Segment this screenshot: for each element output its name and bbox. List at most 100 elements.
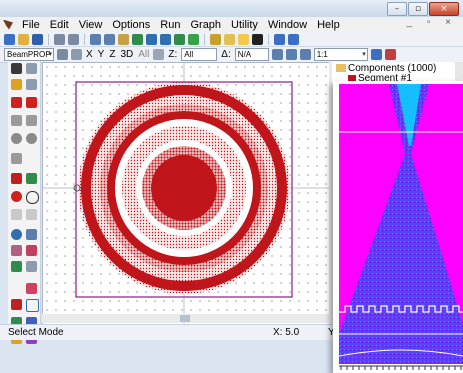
app-icon[interactable]: [3, 19, 13, 30]
redo-icon[interactable]: [68, 33, 79, 45]
3d-view-icon[interactable]: [57, 49, 68, 60]
distribute-icon[interactable]: [174, 33, 185, 45]
globe-icon[interactable]: [11, 229, 22, 240]
fill-icon[interactable]: [11, 173, 22, 184]
menu-options[interactable]: Options: [112, 18, 151, 31]
zoom-select-value: 1:1: [316, 50, 328, 59]
3d-view-button[interactable]: 3D: [120, 49, 134, 60]
polygon-icon[interactable]: [11, 153, 22, 164]
delta-field[interactable]: N/A: [234, 48, 269, 61]
port-marker[interactable]: [73, 184, 81, 192]
program-select[interactable]: BeamPROP ▾: [4, 48, 54, 61]
arrange-icon[interactable]: [146, 33, 157, 45]
menu-file[interactable]: File: [22, 18, 40, 31]
menu-run[interactable]: Run: [160, 18, 181, 31]
dual-icon[interactable]: [26, 317, 37, 328]
beam-spread: [339, 84, 463, 364]
menu-window[interactable]: Window: [267, 18, 308, 31]
layout-icon[interactable]: [188, 33, 199, 45]
arc-icon[interactable]: [11, 115, 22, 126]
component-tree: Components (1000) Segment #1: [332, 62, 463, 84]
field-plot: [339, 84, 463, 364]
x-view-button[interactable]: X: [86, 49, 93, 60]
menu-utility[interactable]: Utility: [231, 18, 258, 31]
save-icon[interactable]: [32, 33, 43, 45]
taper-icon[interactable]: [26, 97, 37, 108]
paste-icon[interactable]: [118, 33, 129, 45]
layout-view-icon[interactable]: [71, 49, 82, 60]
group-icon[interactable]: [132, 33, 143, 45]
branch-icon[interactable]: [26, 261, 37, 272]
axis-ticks: [340, 366, 462, 370]
menu-help[interactable]: Help: [317, 18, 340, 31]
tree-child-item[interactable]: Segment #1: [348, 73, 412, 84]
open-folder-icon[interactable]: [18, 33, 29, 45]
menu-view[interactable]: View: [78, 18, 103, 31]
undo-icon[interactable]: [54, 33, 65, 45]
toolbar-separator: [48, 33, 49, 45]
document-icon[interactable]: [26, 229, 37, 240]
label-tool-icon[interactable]: [26, 209, 37, 220]
tool-icon[interactable]: [210, 33, 221, 45]
chart-icon[interactable]: [224, 33, 235, 45]
z-view-button[interactable]: Z: [109, 49, 116, 60]
text-tool-icon[interactable]: [11, 209, 22, 220]
tree-root-item[interactable]: Components (1000): [336, 63, 436, 74]
ellipse-icon[interactable]: [11, 133, 22, 144]
horizontal-scrollbar[interactable]: [42, 314, 332, 323]
result-axis: [339, 365, 463, 370]
zoom-in-icon[interactable]: [285, 49, 297, 60]
layers-icon[interactable]: [26, 245, 37, 256]
zoom-select[interactable]: 1:1 ▾: [313, 48, 368, 61]
folder-icon[interactable]: [238, 33, 249, 45]
align-icon[interactable]: [160, 33, 171, 45]
minimize-button[interactable]: –: [387, 2, 407, 16]
zoom-tool-icon[interactable]: [26, 63, 37, 74]
tree-scrollbar[interactable]: [455, 62, 463, 84]
lens-surface: [339, 349, 463, 357]
toolbar-separator: [84, 33, 85, 45]
refresh-icon[interactable]: [370, 49, 382, 60]
select-arrow-icon[interactable]: [11, 63, 22, 74]
simulate-alt-icon[interactable]: [288, 33, 299, 45]
x-tool-icon[interactable]: [11, 299, 22, 310]
circle-outline-icon[interactable]: [26, 191, 39, 204]
all-button[interactable]: All: [138, 49, 150, 60]
launch-icon[interactable]: [26, 283, 37, 294]
close-button[interactable]: ×: [429, 2, 459, 16]
chevron-down-icon: ▾: [48, 51, 52, 58]
mdi-controls[interactable]: _ ▫ ×: [406, 17, 457, 28]
monitor-icon[interactable]: [11, 261, 22, 272]
simulate-icon[interactable]: [274, 33, 285, 45]
zoom-out-icon[interactable]: [299, 49, 311, 60]
zoom-fit-icon[interactable]: [271, 49, 283, 60]
z-field[interactable]: All: [181, 48, 218, 61]
box-tool-icon[interactable]: [26, 299, 39, 312]
maximize-button[interactable]: ▫: [408, 2, 428, 16]
line-segment-icon[interactable]: [11, 97, 22, 108]
pattern-icon[interactable]: [11, 245, 22, 256]
design-boundary[interactable]: [75, 81, 293, 298]
program-select-value: BeamPROP: [7, 50, 51, 59]
menu-edit[interactable]: Edit: [49, 18, 69, 31]
simulation-result-window[interactable]: [333, 81, 463, 373]
sphere-icon[interactable]: [26, 133, 37, 144]
grid-icon[interactable]: [26, 173, 37, 184]
tree-child-label: Segment #1: [358, 73, 412, 84]
pan-hand-icon[interactable]: [26, 79, 37, 90]
z-label: Z:: [168, 49, 178, 60]
console-icon[interactable]: [252, 33, 263, 45]
scroll-thumb[interactable]: [180, 315, 190, 322]
title-bar[interactable]: – ▫ ×: [0, 0, 463, 18]
settings-icon[interactable]: [384, 49, 396, 60]
new-file-icon[interactable]: [4, 33, 15, 45]
copy-icon[interactable]: [104, 33, 115, 45]
cut-icon[interactable]: [90, 33, 101, 45]
menu-graph[interactable]: Graph: [190, 18, 222, 31]
design-canvas[interactable]: z x: [42, 62, 332, 327]
tool-icon[interactable]: [11, 79, 22, 90]
column-icon[interactable]: [11, 317, 22, 328]
curve-icon[interactable]: [26, 115, 37, 126]
y-view-button[interactable]: Y: [97, 49, 105, 60]
circle-fill-icon[interactable]: [11, 191, 22, 202]
